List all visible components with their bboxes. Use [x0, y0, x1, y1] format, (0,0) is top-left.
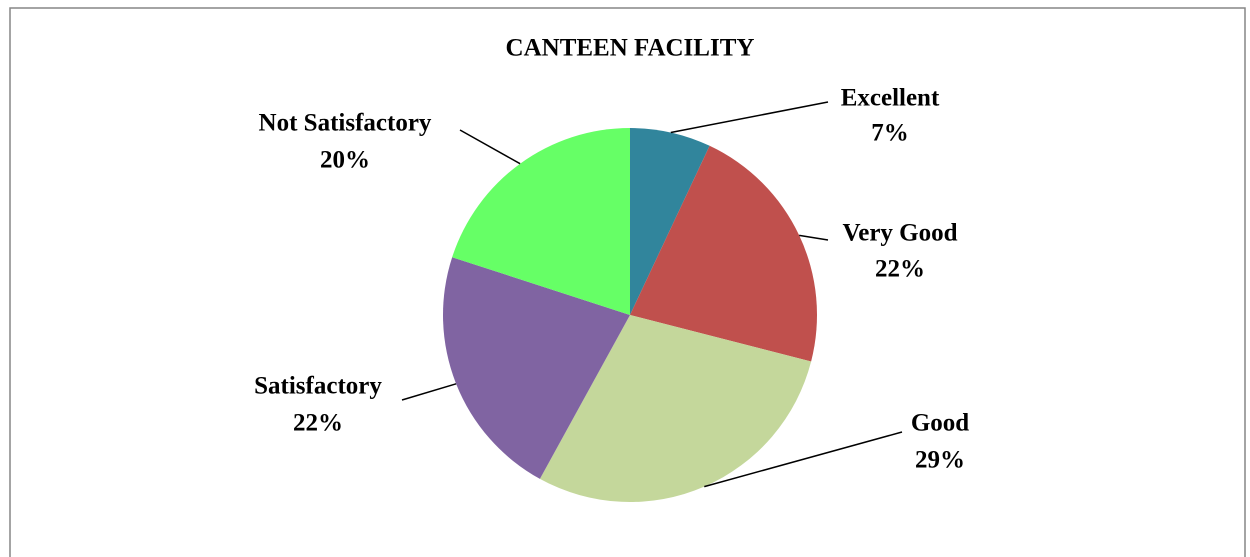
pie-slice: [452, 128, 630, 315]
slice-label: Good: [911, 410, 969, 437]
pie-slice: [630, 145, 818, 362]
slice-label: Satisfactory: [254, 373, 382, 400]
leader-line: [401, 383, 457, 401]
pie-slice: [630, 128, 710, 315]
slice-value-label: 22%: [293, 410, 343, 437]
leader-line: [459, 129, 521, 165]
leader-line: [799, 234, 829, 241]
slice-value-label: 22%: [875, 256, 925, 283]
slice-label: Excellent: [841, 85, 940, 112]
slice-label: Very Good: [842, 220, 957, 247]
leader-line: [670, 101, 829, 134]
slice-label: Not Satisfactory: [259, 110, 432, 137]
leader-line: [704, 431, 903, 488]
chart-title: CANTEEN FACILITY: [506, 35, 755, 62]
slice-value-label: 7%: [871, 120, 909, 147]
slice-value-label: 20%: [320, 147, 370, 174]
chart-frame: [9, 7, 1246, 557]
pie-slice: [539, 315, 812, 502]
slice-value-label: 29%: [915, 447, 965, 474]
pie-slice: [443, 257, 630, 479]
